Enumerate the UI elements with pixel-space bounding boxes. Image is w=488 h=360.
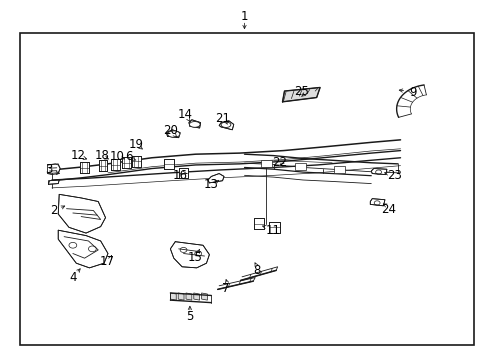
Polygon shape	[122, 157, 131, 168]
Polygon shape	[282, 87, 320, 102]
Text: 20: 20	[163, 124, 178, 137]
Polygon shape	[185, 293, 191, 300]
Polygon shape	[58, 194, 105, 233]
Text: 1: 1	[240, 10, 248, 23]
Text: 14: 14	[177, 108, 192, 121]
Polygon shape	[58, 230, 108, 268]
Text: 17: 17	[99, 255, 114, 268]
Polygon shape	[201, 293, 207, 300]
Polygon shape	[48, 180, 59, 184]
Polygon shape	[80, 162, 89, 173]
Text: 3: 3	[45, 163, 52, 176]
Polygon shape	[166, 130, 180, 138]
Polygon shape	[219, 121, 233, 130]
Polygon shape	[170, 242, 209, 268]
Text: 9: 9	[408, 86, 416, 99]
Polygon shape	[178, 168, 188, 178]
Text: 24: 24	[380, 203, 395, 216]
Text: 13: 13	[203, 178, 218, 191]
Polygon shape	[193, 293, 199, 300]
Bar	[294, 163, 306, 170]
Text: 18: 18	[95, 149, 109, 162]
Polygon shape	[99, 160, 107, 171]
Text: 11: 11	[264, 224, 280, 238]
Ellipse shape	[221, 122, 230, 127]
Text: 25: 25	[294, 85, 309, 98]
Polygon shape	[132, 156, 141, 167]
Text: 23: 23	[386, 169, 401, 182]
Text: 7: 7	[222, 282, 229, 295]
Text: 15: 15	[187, 251, 202, 264]
Text: 21: 21	[215, 112, 229, 125]
Text: 8: 8	[252, 264, 260, 277]
Polygon shape	[370, 168, 386, 175]
Text: 10: 10	[109, 150, 124, 163]
Polygon shape	[47, 164, 60, 174]
Polygon shape	[111, 159, 120, 170]
Polygon shape	[207, 174, 224, 183]
Text: 19: 19	[128, 138, 143, 151]
Polygon shape	[253, 218, 264, 229]
Ellipse shape	[167, 131, 180, 137]
Text: 12: 12	[70, 149, 85, 162]
Bar	[260, 160, 272, 167]
Polygon shape	[188, 120, 200, 128]
Ellipse shape	[189, 122, 200, 127]
Bar	[333, 166, 345, 173]
Text: 2: 2	[50, 204, 58, 217]
Polygon shape	[163, 159, 173, 169]
Polygon shape	[369, 199, 384, 206]
Polygon shape	[178, 293, 183, 300]
Polygon shape	[170, 293, 176, 300]
Text: 6: 6	[124, 150, 132, 163]
Text: 16: 16	[172, 169, 187, 182]
Text: 5: 5	[186, 310, 193, 324]
Text: 22: 22	[271, 156, 286, 169]
Text: 4: 4	[69, 271, 77, 284]
Bar	[20, 33, 473, 345]
Polygon shape	[269, 222, 280, 233]
